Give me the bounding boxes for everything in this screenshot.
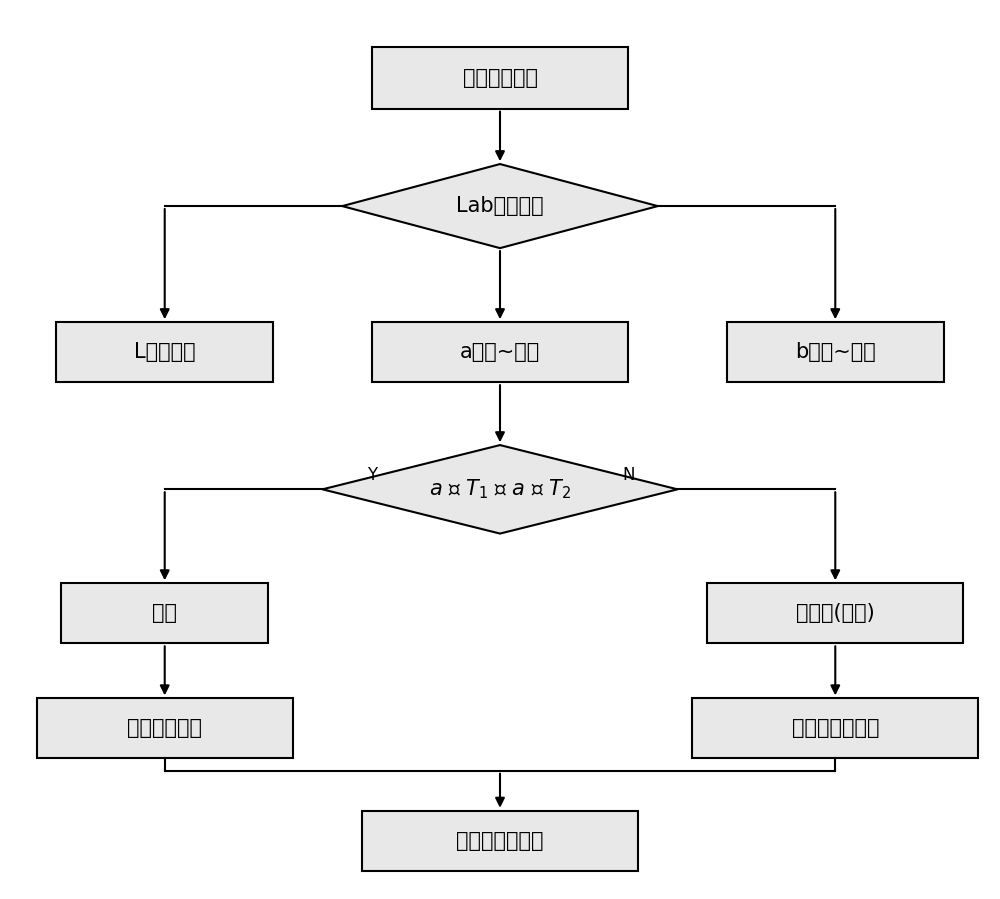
Text: Lab颜色空间: Lab颜色空间: [456, 196, 544, 216]
Text: 非苔藓(背景): 非苔藓(背景): [796, 603, 875, 623]
Bar: [56, 322, 273, 382]
Text: 苔藓数字照片: 苔藓数字照片: [462, 67, 538, 88]
Text: N: N: [622, 467, 634, 485]
Text: a（绿~红）: a（绿~红）: [460, 343, 540, 362]
Text: 苔藓像素点数: 苔藓像素点数: [127, 718, 202, 738]
Text: 苔藓: 苔藓: [152, 603, 177, 623]
Bar: [37, 699, 293, 759]
Bar: [61, 583, 268, 644]
Bar: [727, 322, 944, 382]
Polygon shape: [322, 445, 677, 534]
Text: 非苔藓像素点数: 非苔藓像素点数: [792, 718, 879, 738]
Bar: [372, 47, 628, 109]
Bar: [692, 699, 978, 759]
Bar: [707, 583, 963, 644]
Text: $a$ ＜ $T_1$ 且 $a$ ＞ $T_2$: $a$ ＜ $T_1$ 且 $a$ ＞ $T_2$: [429, 477, 571, 501]
Text: b（黄~蓝）: b（黄~蓝）: [795, 343, 876, 362]
Text: Y: Y: [367, 467, 377, 485]
Text: L（亮度）: L（亮度）: [134, 343, 196, 362]
Text: 苔藓植被覆盖度: 苔藓植被覆盖度: [456, 831, 544, 850]
Polygon shape: [342, 164, 658, 248]
Bar: [372, 322, 628, 382]
Bar: [362, 811, 638, 871]
